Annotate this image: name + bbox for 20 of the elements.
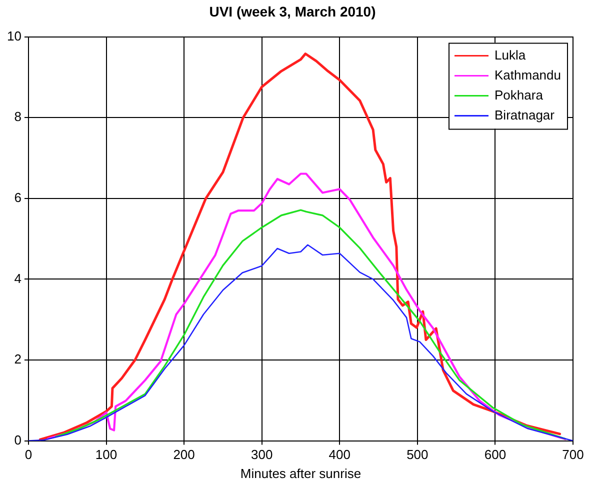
y-tick-label: 8 xyxy=(14,109,22,124)
y-tick-label: 0 xyxy=(14,432,22,448)
legend-label: Biratnagar xyxy=(494,107,556,122)
chart-title: UVI (week 3, March 2010) xyxy=(209,3,376,20)
legend-label: Lukla xyxy=(494,47,526,62)
y-tick-label: 6 xyxy=(14,190,22,205)
x-tick-label: 100 xyxy=(95,447,118,462)
x-tick-label: 200 xyxy=(173,447,195,462)
x-tick-label: 0 xyxy=(24,447,32,462)
x-tick-label: 400 xyxy=(328,447,350,462)
legend-label: Pokhara xyxy=(494,87,544,102)
legend-label: Kathmandu xyxy=(494,67,562,82)
y-tick-label: 2 xyxy=(14,352,22,367)
y-tick-label: 10 xyxy=(6,28,22,44)
y-tick-label: 4 xyxy=(14,270,22,286)
x-tick-label: 600 xyxy=(484,447,506,462)
x-tick-label: 500 xyxy=(406,447,428,462)
x-tick-label: 300 xyxy=(250,447,273,462)
x-axis-title: Minutes after sunrise xyxy=(240,466,362,481)
x-tick-label: 700 xyxy=(562,447,584,462)
